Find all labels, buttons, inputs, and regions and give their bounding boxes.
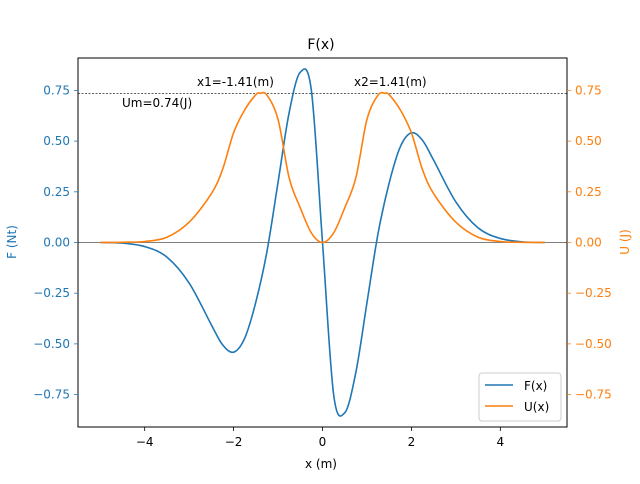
y-right-tick-label: −0.50	[575, 337, 612, 351]
legend-label-f: F(x)	[524, 379, 547, 393]
y-right-tick-label: −0.25	[575, 286, 612, 300]
y-axis-left-ticks: 0.75 0.50 0.25 0.00 −0.25 −0.50 −0.75	[33, 83, 78, 402]
x-tick-label: 0	[319, 435, 327, 449]
annotation-x2: x2=1.41(m)	[354, 75, 427, 89]
chart-title: F(x)	[307, 37, 334, 53]
annotation-x1: x1=-1.41(m)	[197, 75, 274, 89]
y-left-tick-label: −0.25	[33, 286, 70, 300]
series-line-u-x	[100, 91, 545, 244]
y-left-tick-label: 0.25	[43, 185, 70, 199]
x-tick-label: −4	[136, 435, 154, 449]
x-tick-label: −2	[225, 435, 243, 449]
y-axis-left-label: F (Nt)	[5, 225, 19, 259]
y-right-tick-label: 0.50	[575, 134, 602, 148]
y-left-tick-label: 0.00	[43, 236, 70, 250]
y-left-tick-label: −0.50	[33, 337, 70, 351]
y-axis-right-ticks: 0.75 0.50 0.25 0.00 −0.25 −0.50 −0.75	[567, 83, 612, 402]
plot-area	[78, 68, 567, 417]
y-right-tick-label: 0.75	[575, 83, 602, 97]
y-axis-right-label: U (J)	[618, 229, 632, 255]
annotation-um: Um=0.74(J)	[122, 96, 192, 110]
y-right-tick-label: −0.75	[575, 388, 612, 402]
x-tick-label: 2	[408, 435, 416, 449]
legend: F(x) U(x)	[478, 372, 562, 422]
x-axis-ticks: −4 −2 0 2 4	[136, 427, 504, 449]
x-axis-label: x (m)	[305, 457, 337, 471]
y-left-tick-label: −0.75	[33, 388, 70, 402]
x-tick-label: 4	[496, 435, 504, 449]
y-right-tick-label: 0.25	[575, 185, 602, 199]
y-left-tick-label: 0.50	[43, 134, 70, 148]
legend-label-u: U(x)	[524, 400, 549, 414]
y-right-tick-label: 0.00	[575, 236, 602, 250]
y-left-tick-label: 0.75	[43, 83, 70, 97]
